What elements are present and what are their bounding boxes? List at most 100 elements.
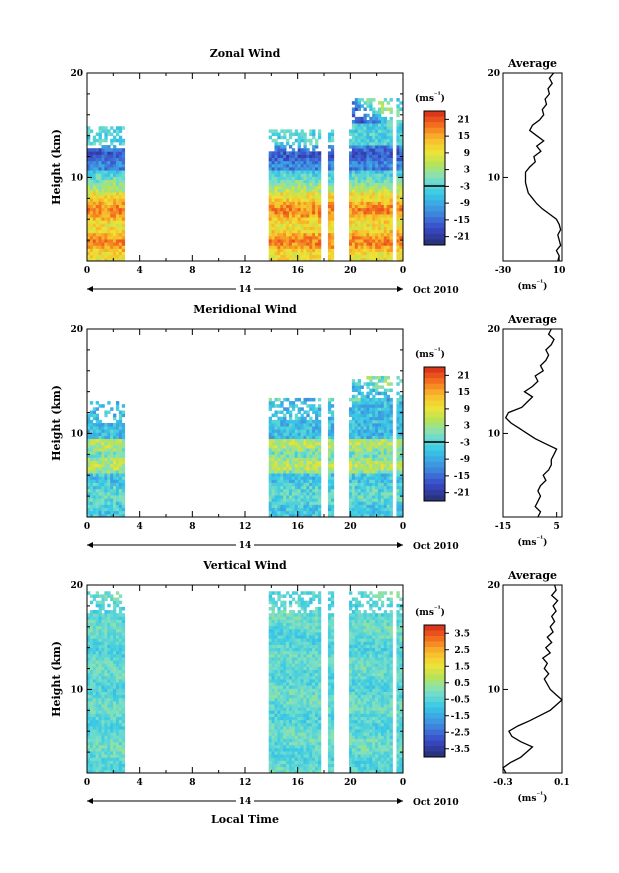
heatmap-cell (101, 195, 105, 199)
heatmap-cell (95, 635, 99, 639)
heatmap-cell (274, 188, 278, 193)
heatmap-cell (363, 223, 367, 227)
heatmap-cell (92, 660, 97, 664)
heatmap-cell (274, 423, 278, 427)
heatmap-cell (291, 141, 296, 146)
heatmap-cell (297, 188, 301, 193)
heatmap-cell (89, 650, 94, 655)
heatmap-cell (351, 460, 356, 465)
heatmap-cell (271, 185, 275, 190)
heatmap-cell (386, 466, 390, 471)
heatmap-cell (369, 457, 373, 461)
heatmap-cell (399, 160, 403, 165)
heatmap-cell (366, 504, 370, 508)
heatmap-cell (95, 722, 99, 727)
heatmap-cell (349, 220, 353, 224)
heatmap-cell (351, 491, 356, 496)
heatmap-cell (360, 423, 364, 427)
heatmap-cell (115, 192, 120, 196)
heatmap-cell (95, 513, 99, 518)
heatmap-cell (317, 466, 322, 471)
heatmap-cell (317, 432, 322, 436)
heatmap-cell (330, 157, 335, 162)
heatmap-cell (306, 254, 310, 259)
heatmap-cell (121, 685, 126, 689)
heatmap-cell (87, 235, 91, 240)
heatmap-cell (92, 510, 97, 515)
heatmap-cell (327, 448, 332, 452)
heatmap-cell (375, 451, 379, 455)
colorbar-tick-label: -21 (454, 489, 470, 499)
heatmap-cell (101, 510, 105, 515)
heatmap-cell (360, 229, 364, 234)
heatmap-cell (309, 510, 313, 515)
heatmap-cell (277, 157, 281, 162)
heatmap-cell (277, 482, 281, 487)
heatmap-cell (357, 463, 362, 468)
heatmap-cell (118, 713, 123, 717)
heatmap-cell (110, 182, 114, 187)
heatmap-cell (306, 176, 310, 180)
heatmap-cell (357, 179, 362, 184)
heatmap-cell (363, 126, 367, 130)
heatmap-cell (312, 507, 316, 512)
heatmap-cell (327, 410, 332, 414)
heatmap-cell (271, 429, 275, 433)
heatmap-cell (312, 488, 316, 493)
heatmap-cell (363, 198, 367, 202)
heatmap-cell (274, 254, 278, 259)
heatmap-cell (110, 167, 114, 171)
heatmap-cell (312, 463, 316, 468)
heatmap-cell (107, 757, 111, 761)
heatmap-cell (317, 476, 322, 480)
heatmap-cell (303, 214, 307, 218)
heatmap-cell (92, 713, 97, 717)
heatmap-cell (315, 157, 319, 162)
heatmap-cell (297, 148, 301, 152)
heatmap-cell (288, 495, 293, 499)
heatmap-cell (87, 423, 91, 427)
heatmap-cell (89, 726, 94, 730)
heatmap-cell (92, 182, 97, 187)
heatmap-cell (89, 463, 94, 468)
heatmap-cell (110, 610, 114, 614)
heatmap-cell (294, 154, 299, 158)
heatmap-cell (268, 438, 272, 443)
heatmap-cell (297, 210, 301, 215)
heatmap-cell (286, 457, 290, 461)
heatmap-cell (115, 491, 120, 496)
heatmap-cell (98, 173, 102, 177)
heatmap-cell (280, 491, 284, 496)
heatmap-cell (399, 457, 403, 461)
heatmap-cell (89, 444, 94, 449)
heatmap-cell (291, 510, 296, 515)
heatmap-cell (115, 754, 120, 758)
heatmap-cell (383, 138, 388, 143)
heatmap-cell (303, 226, 307, 231)
heatmap-cell (95, 613, 99, 617)
heatmap-cell (369, 501, 373, 505)
heatmap-cell (283, 170, 287, 174)
heatmap-cell (271, 242, 275, 246)
heatmap-cell (372, 451, 376, 455)
heatmap-cell (89, 691, 94, 696)
heatmap-cell (389, 491, 393, 496)
heatmap-cell (87, 691, 91, 696)
heatmap-cell (89, 207, 94, 212)
heatmap-cell (366, 167, 370, 171)
heatmap-cell (104, 660, 108, 664)
heatmap-cell (118, 682, 123, 686)
heatmap-cell (118, 239, 123, 243)
heatmap-cell (271, 188, 275, 193)
heatmap-cell (89, 641, 94, 645)
heatmap-cell (121, 232, 126, 237)
heatmap-cell (312, 157, 316, 162)
heatmap-cell (110, 470, 114, 474)
heatmap-cell (315, 170, 319, 174)
heatmap-cell (369, 413, 373, 418)
heatmap-cell (315, 204, 319, 209)
heatmap-cell (297, 254, 301, 259)
heatmap-cell (315, 176, 319, 180)
heatmap-cell (327, 407, 332, 411)
heatmap-cell (389, 423, 393, 427)
